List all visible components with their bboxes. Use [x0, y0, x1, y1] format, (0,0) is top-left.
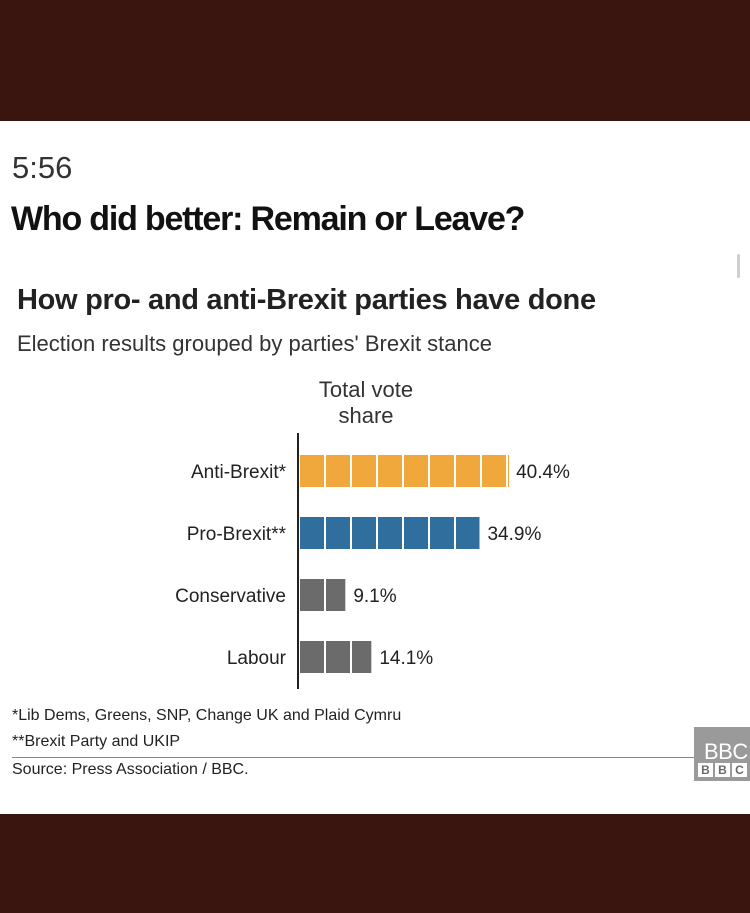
value-label: 34.9% — [487, 524, 541, 545]
bar-segment-antibrexit — [300, 455, 324, 487]
bar-segment-antibrexit — [508, 455, 509, 487]
axis-header-line1: Total vote — [319, 377, 413, 402]
bar-segment-probrexit — [352, 517, 376, 549]
bar-segment-conservative — [300, 579, 324, 611]
bbc-logo-text: BBC — [704, 739, 748, 764]
category-label: Pro-Brexit** — [187, 524, 287, 545]
article-card: 5:56 Who did better: Remain or Leave? Ho… — [0, 121, 750, 814]
bar-segment-antibrexit — [378, 455, 402, 487]
footnote-anti-brexit: *Lib Dems, Greens, SNP, Change UK and Pl… — [12, 707, 402, 724]
bbc-logo-blocks: B B C — [698, 763, 747, 777]
source-divider — [12, 757, 750, 758]
scroll-indicator[interactable] — [737, 254, 740, 278]
bar-segment-probrexit — [326, 517, 350, 549]
headline: Who did better: Remain or Leave? — [11, 200, 525, 238]
bar-segment-probrexit — [404, 517, 428, 549]
chart-subtitle: Election results grouped by parties' Bre… — [17, 331, 492, 356]
bar-segment-antibrexit — [404, 455, 428, 487]
bar-segment-probrexit — [300, 517, 324, 549]
bbc-block: B — [715, 763, 730, 777]
bbc-block: B — [698, 763, 713, 777]
bar-segment-probrexit — [456, 517, 480, 549]
bar-segment-conservative — [326, 579, 346, 611]
category-label: Labour — [227, 648, 287, 669]
bbc-block: C — [732, 763, 747, 777]
bar-chart: Total vote share Anti-Brexit* 40.4% Pro-Br… — [175, 377, 570, 689]
timestamp: 5:56 — [12, 150, 73, 185]
bar-segment-antibrexit — [326, 455, 350, 487]
axis-header-line2: share — [338, 403, 393, 428]
bar-segment-labour — [326, 641, 350, 673]
bar-segment-labour — [352, 641, 372, 673]
chart-title: How pro- and anti-Brexit parties have do… — [17, 284, 596, 316]
bar-segment-probrexit — [378, 517, 402, 549]
bar-segment-antibrexit — [456, 455, 480, 487]
bar-segment-labour — [300, 641, 324, 673]
value-label: 14.1% — [379, 648, 433, 669]
bar-segment-antibrexit — [430, 455, 454, 487]
bar-segment-probrexit — [430, 517, 454, 549]
value-label: 40.4% — [516, 462, 570, 483]
category-label: Anti-Brexit* — [191, 462, 287, 483]
bar-segment-antibrexit — [352, 455, 376, 487]
category-label: Conservative — [175, 586, 286, 607]
source-note: Source: Press Association / BBC. — [12, 761, 249, 778]
bar-segment-antibrexit — [482, 455, 506, 487]
value-label: 9.1% — [353, 586, 396, 607]
footnote-pro-brexit: **Brexit Party and UKIP — [12, 733, 181, 750]
bbc-logo: BBC B B C — [694, 727, 750, 781]
